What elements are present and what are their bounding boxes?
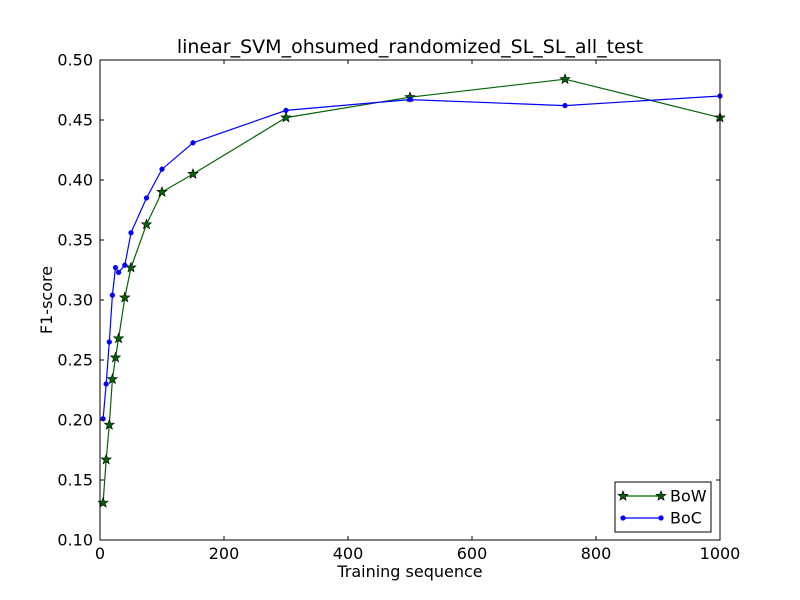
y-tick-label: 0.35 <box>57 231 93 250</box>
x-tick-label: 800 <box>581 544 612 563</box>
y-tick-label: 0.10 <box>57 531 93 550</box>
data-point-boc <box>143 195 150 201</box>
data-point-bow <box>280 111 292 123</box>
legend-marker-boc <box>620 515 626 521</box>
legend: BoW BoC <box>614 481 712 533</box>
data-point-boc <box>122 262 128 268</box>
data-point-bow <box>106 373 119 385</box>
data-point-boc <box>128 230 134 236</box>
data-point-bow <box>156 185 168 197</box>
data-point-bow <box>119 291 131 303</box>
x-tick-label: 1000 <box>700 544 741 563</box>
data-point-boc <box>283 107 289 114</box>
data-point-boc <box>109 292 116 298</box>
data-point-bow <box>103 418 116 430</box>
y-tick-label: 0.40 <box>57 171 93 190</box>
x-tick-label: 400 <box>333 544 364 563</box>
data-point-boc <box>562 102 568 109</box>
y-axis-title: F1-score <box>37 266 56 334</box>
data-point-bow <box>140 218 153 230</box>
x-tick-label: 600 <box>457 544 488 563</box>
data-point-bow <box>109 351 122 363</box>
plot-background <box>100 60 720 540</box>
data-point-boc <box>112 264 119 271</box>
data-point-boc <box>106 339 112 345</box>
y-tick-label: 0.15 <box>57 471 93 490</box>
y-tick-label: 0.20 <box>57 411 93 430</box>
data-point-bow <box>100 453 112 465</box>
data-point-boc <box>190 140 196 146</box>
legend-marker-bow <box>617 489 629 501</box>
series-bow <box>97 73 726 508</box>
legend-marker-boc <box>658 515 664 521</box>
y-tick-label: 0.45 <box>57 111 93 130</box>
legend-label-bow: BoW <box>670 487 707 506</box>
legend-label-boc: BoC <box>670 509 702 528</box>
data-point-bow <box>112 332 125 344</box>
data-point-bow <box>97 496 109 508</box>
chart-title: linear_SVM_ohsumed_randomized_SL_SL_all_… <box>177 36 643 58</box>
data-point-bow <box>187 167 199 179</box>
data-point-bow <box>559 73 571 85</box>
y-tick-label: 0.25 <box>57 351 93 370</box>
data-point-boc <box>115 269 122 276</box>
y-tick-label: 0.50 <box>57 51 93 70</box>
data-point-boc <box>407 96 413 103</box>
x-axis-title: Training sequence <box>336 562 482 581</box>
plot-area: 0 200 400 600 800 1000 0.10 0.15 0.20 0.25 0.30 0.3… <box>57 51 740 564</box>
data-point-boc <box>103 381 109 387</box>
data-point-boc <box>159 166 165 172</box>
x-tick-label: 0 <box>95 544 105 563</box>
x-tick-label: 200 <box>209 544 240 563</box>
legend-marker-bow <box>655 489 667 501</box>
y-tick-label: 0.30 <box>57 291 93 310</box>
legend-box <box>614 481 712 533</box>
